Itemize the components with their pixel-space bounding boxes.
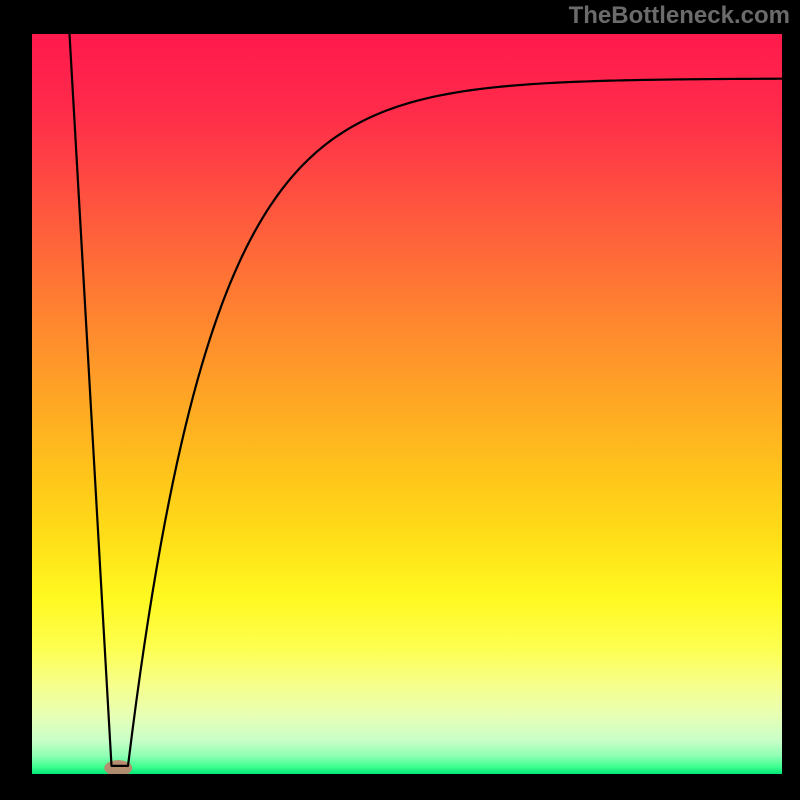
chart-plot-area: [32, 34, 782, 774]
chart-svg: [32, 34, 782, 774]
watermark-text: TheBottleneck.com: [569, 2, 790, 30]
gradient-background: [32, 34, 782, 774]
